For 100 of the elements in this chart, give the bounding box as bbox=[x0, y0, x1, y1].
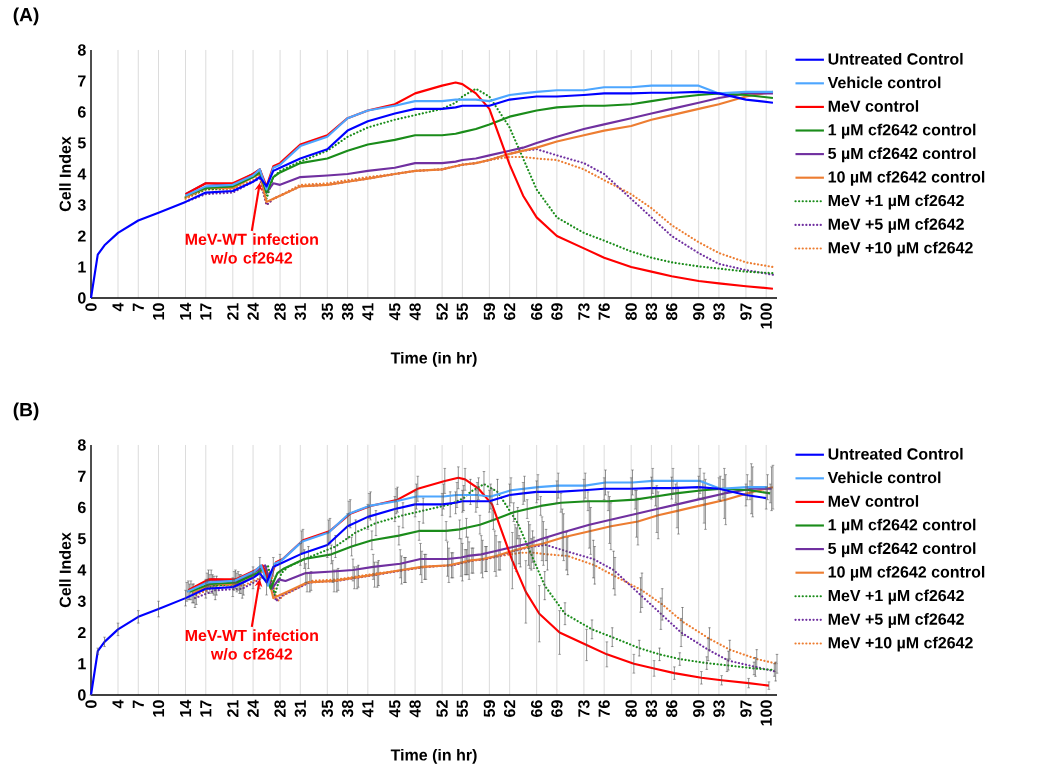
x-tick-label: 4 bbox=[112, 699, 124, 709]
x-tick-label: 62 bbox=[503, 700, 516, 717]
x-tick-label: 10 bbox=[152, 700, 165, 717]
x-tick-label: 93 bbox=[713, 303, 725, 320]
legend-label: 10 µM cf2642 control bbox=[828, 565, 985, 581]
x-tick-label: 80 bbox=[625, 303, 637, 320]
x-tick-label: 38 bbox=[341, 303, 354, 321]
y-tick-label: 5 bbox=[77, 137, 86, 149]
x-tick-label: 48 bbox=[409, 303, 421, 321]
x-tick-label: 10 bbox=[152, 303, 165, 320]
x-tick-label: 38 bbox=[341, 700, 354, 718]
x-tick-label: 24 bbox=[247, 302, 259, 320]
x-tick-label: 66 bbox=[530, 303, 543, 320]
x-tick-label: 28 bbox=[274, 700, 286, 717]
y-tick-label: 3 bbox=[77, 199, 86, 211]
annotation: MeV-WT infection w/o cf2642 bbox=[185, 629, 318, 660]
legend-label: MeV +5 µM cf2642 bbox=[828, 613, 964, 628]
y-tick-label: 8 bbox=[77, 44, 86, 56]
x-tick-label: 28 bbox=[274, 303, 286, 320]
y-tick-label: 8 bbox=[77, 439, 86, 451]
legend-label: MeV control bbox=[828, 495, 919, 507]
legend-label: Vehicle control bbox=[827, 76, 941, 89]
x-tick-label: 41 bbox=[362, 303, 374, 321]
x-tick-label: 76 bbox=[598, 303, 610, 320]
x-tick-label: 97 bbox=[740, 303, 752, 320]
x-tick-label: 0 bbox=[85, 700, 97, 708]
x-tick-label: 97 bbox=[740, 700, 752, 717]
chart-title: (B) bbox=[13, 402, 39, 421]
x-tick-label: 90 bbox=[693, 700, 705, 717]
x-tick-label: 80 bbox=[625, 700, 637, 717]
legend-label: 5 µM cf2642 control bbox=[828, 542, 976, 558]
x-tick-label: 35 bbox=[321, 700, 334, 718]
y-tick-label: 2 bbox=[77, 626, 86, 639]
legend-label: MeV +10 µM cf2642 bbox=[828, 241, 973, 257]
chart-title: (A) bbox=[13, 7, 39, 26]
x-tick-label: 45 bbox=[389, 700, 401, 718]
legend-label: Untreated Control bbox=[828, 447, 963, 460]
y-tick-label: 5 bbox=[77, 533, 86, 545]
annotation: MeV-WT infection w/o cf2642 bbox=[185, 233, 318, 264]
legend-label: MeV control bbox=[828, 100, 919, 112]
x-tick-label: 83 bbox=[645, 303, 658, 320]
legend-label: 5 µM cf2642 control bbox=[828, 147, 976, 163]
x-tick-label: 41 bbox=[362, 700, 374, 718]
x-tick-label: 55 bbox=[456, 303, 468, 320]
x-tick-label: 93 bbox=[713, 700, 725, 717]
x-tick-label: 31 bbox=[294, 303, 306, 321]
x-tick-label: 100 bbox=[760, 700, 772, 726]
y-tick-label: 7 bbox=[78, 75, 86, 87]
x-tick-label: 21 bbox=[227, 303, 239, 320]
x-tick-label: 48 bbox=[409, 700, 421, 718]
y-axis-title: Cell Index bbox=[59, 532, 71, 608]
y-tick-label: 2 bbox=[77, 230, 86, 242]
legend-label: 10 µM cf2642 control bbox=[828, 170, 985, 186]
x-tick-label: 31 bbox=[294, 700, 306, 718]
x-tick-label: 73 bbox=[578, 700, 590, 717]
x-tick-label: 35 bbox=[321, 303, 334, 321]
x-tick-label: 0 bbox=[85, 303, 97, 311]
x-tick-label: 73 bbox=[578, 303, 590, 320]
legend-label: MeV +1 µM cf2642 bbox=[828, 194, 964, 210]
x-tick-label: 14 bbox=[180, 302, 192, 320]
x-tick-label: 14 bbox=[180, 699, 192, 717]
x-tick-label: 76 bbox=[598, 700, 610, 717]
x-tick-label: 21 bbox=[227, 700, 239, 717]
x-tick-label: 69 bbox=[551, 700, 563, 717]
legend-label: MeV +5 µM cf2642 bbox=[828, 218, 964, 233]
y-tick-label: 1 bbox=[78, 658, 86, 670]
y-tick-label: 4 bbox=[77, 168, 87, 180]
y-tick-label: 6 bbox=[77, 106, 86, 118]
x-tick-label: 7 bbox=[132, 303, 144, 311]
x-tick-label: 83 bbox=[645, 700, 658, 717]
legend-label: 1 µM cf2642 control bbox=[828, 123, 976, 139]
x-tick-label: 62 bbox=[503, 303, 516, 320]
x-tick-label: 86 bbox=[666, 303, 678, 320]
x-tick-label: 52 bbox=[436, 700, 448, 717]
x-axis-title: Time (in hr) bbox=[390, 748, 477, 764]
x-tick-label: 7 bbox=[132, 700, 144, 708]
x-tick-label: 86 bbox=[666, 700, 678, 717]
x-tick-label: 52 bbox=[436, 303, 448, 320]
legend-label: MeV +10 µM cf2642 bbox=[828, 636, 973, 652]
x-tick-label: 55 bbox=[456, 700, 468, 717]
legend-label: 1 µM cf2642 control bbox=[828, 518, 976, 534]
y-axis-title: Cell Index bbox=[59, 136, 71, 212]
x-tick-label: 90 bbox=[693, 303, 705, 320]
x-tick-label: 69 bbox=[551, 303, 563, 320]
legend-label: MeV +1 µM cf2642 bbox=[828, 589, 964, 605]
x-tick-label: 66 bbox=[530, 700, 543, 717]
legend-label: Vehicle control bbox=[827, 471, 941, 484]
x-tick-label: 17 bbox=[200, 303, 212, 320]
y-tick-label: 3 bbox=[77, 595, 86, 607]
x-tick-label: 59 bbox=[483, 700, 496, 717]
x-tick-label: 45 bbox=[389, 303, 401, 321]
y-tick-label: 6 bbox=[77, 501, 86, 514]
legend-label: Untreated Control bbox=[828, 52, 963, 65]
y-tick-label: 7 bbox=[78, 470, 86, 482]
y-tick-label: 4 bbox=[77, 564, 87, 576]
x-tick-label: 4 bbox=[112, 302, 124, 312]
x-axis-title: Time (in hr) bbox=[390, 351, 477, 367]
x-tick-label: 24 bbox=[247, 699, 259, 717]
x-tick-label: 100 bbox=[760, 303, 772, 329]
y-tick-label: 1 bbox=[78, 261, 86, 273]
